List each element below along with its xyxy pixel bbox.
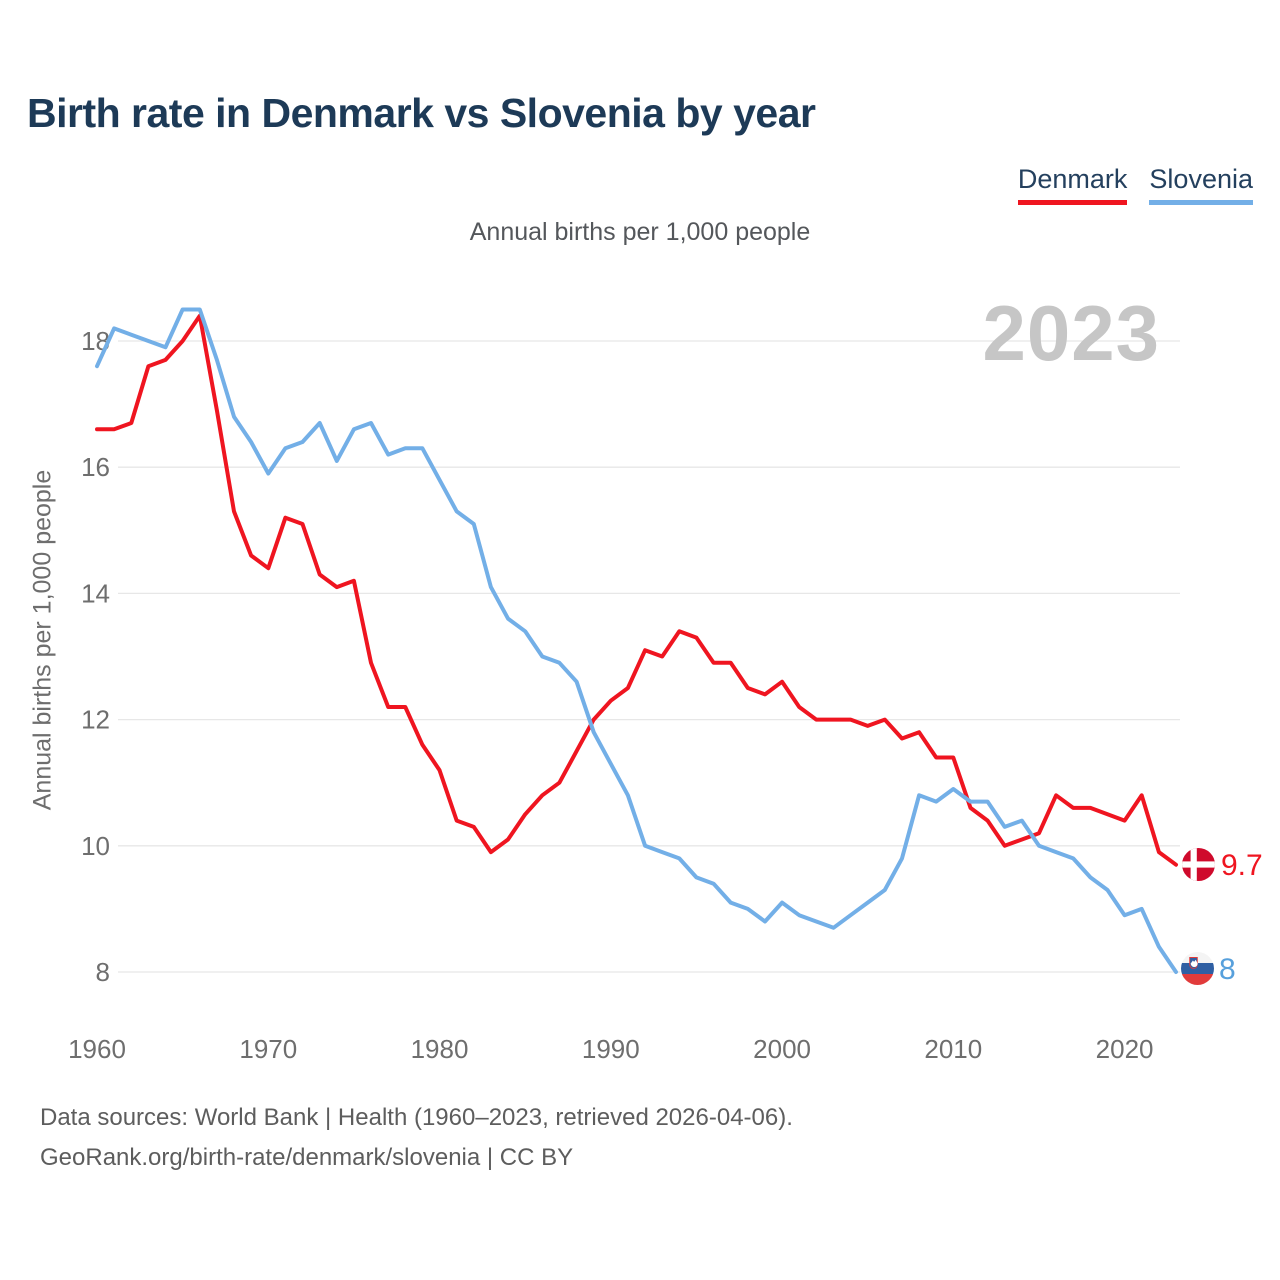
x-tick-label: 2010 — [924, 1034, 982, 1064]
footer-attribution-line: GeoRank.org/birth-rate/denmark/slovenia … — [40, 1144, 574, 1171]
denmark-end-value: 9.7 — [1221, 849, 1263, 882]
y-tick-label: 10 — [81, 831, 110, 861]
y-tick-label: 14 — [81, 578, 110, 608]
x-tick-label: 1980 — [411, 1034, 469, 1064]
slovenia-end-value: 8 — [1219, 953, 1236, 986]
x-tick-label: 2020 — [1096, 1034, 1154, 1064]
page-title: Birth rate in Denmark vs Slovenia by yea… — [27, 90, 816, 136]
slovenia-flag-icon — [1181, 952, 1214, 985]
gridlines — [118, 340, 1180, 973]
legend-item-denmark[interactable]: Denmark — [1017, 164, 1128, 205]
footer: Data sources: World Bank | Health (1960–… — [40, 1098, 793, 1178]
denmark-flag-icon — [1182, 848, 1215, 881]
x-tick-label: 1990 — [582, 1034, 640, 1064]
legend-item-slovenia[interactable]: Slovenia — [1149, 164, 1253, 205]
y-tick-label: 8 — [96, 957, 110, 987]
x-tick-label: 1970 — [239, 1034, 297, 1064]
slovenia-line-series — [95, 307, 1178, 974]
denmark-line-series — [95, 313, 1178, 867]
year-watermark: 2023 — [982, 289, 1160, 377]
y-tick-label: 16 — [81, 452, 110, 482]
footer-sources-line: Data sources: World Bank | Health (1960–… — [40, 1104, 793, 1131]
y-tick-label: 12 — [81, 705, 110, 735]
coat-of-arms — [1189, 957, 1198, 969]
x-tick-label: 1960 — [68, 1034, 126, 1064]
x-tick-label: 2000 — [753, 1034, 811, 1064]
chart-subtitle: Annual births per 1,000 people — [469, 218, 811, 246]
x-axis-ticks: 1960 1970 1980 1990 2000 2010 2020 — [68, 1034, 1153, 1064]
legend: Denmark Slovenia — [1017, 164, 1253, 205]
